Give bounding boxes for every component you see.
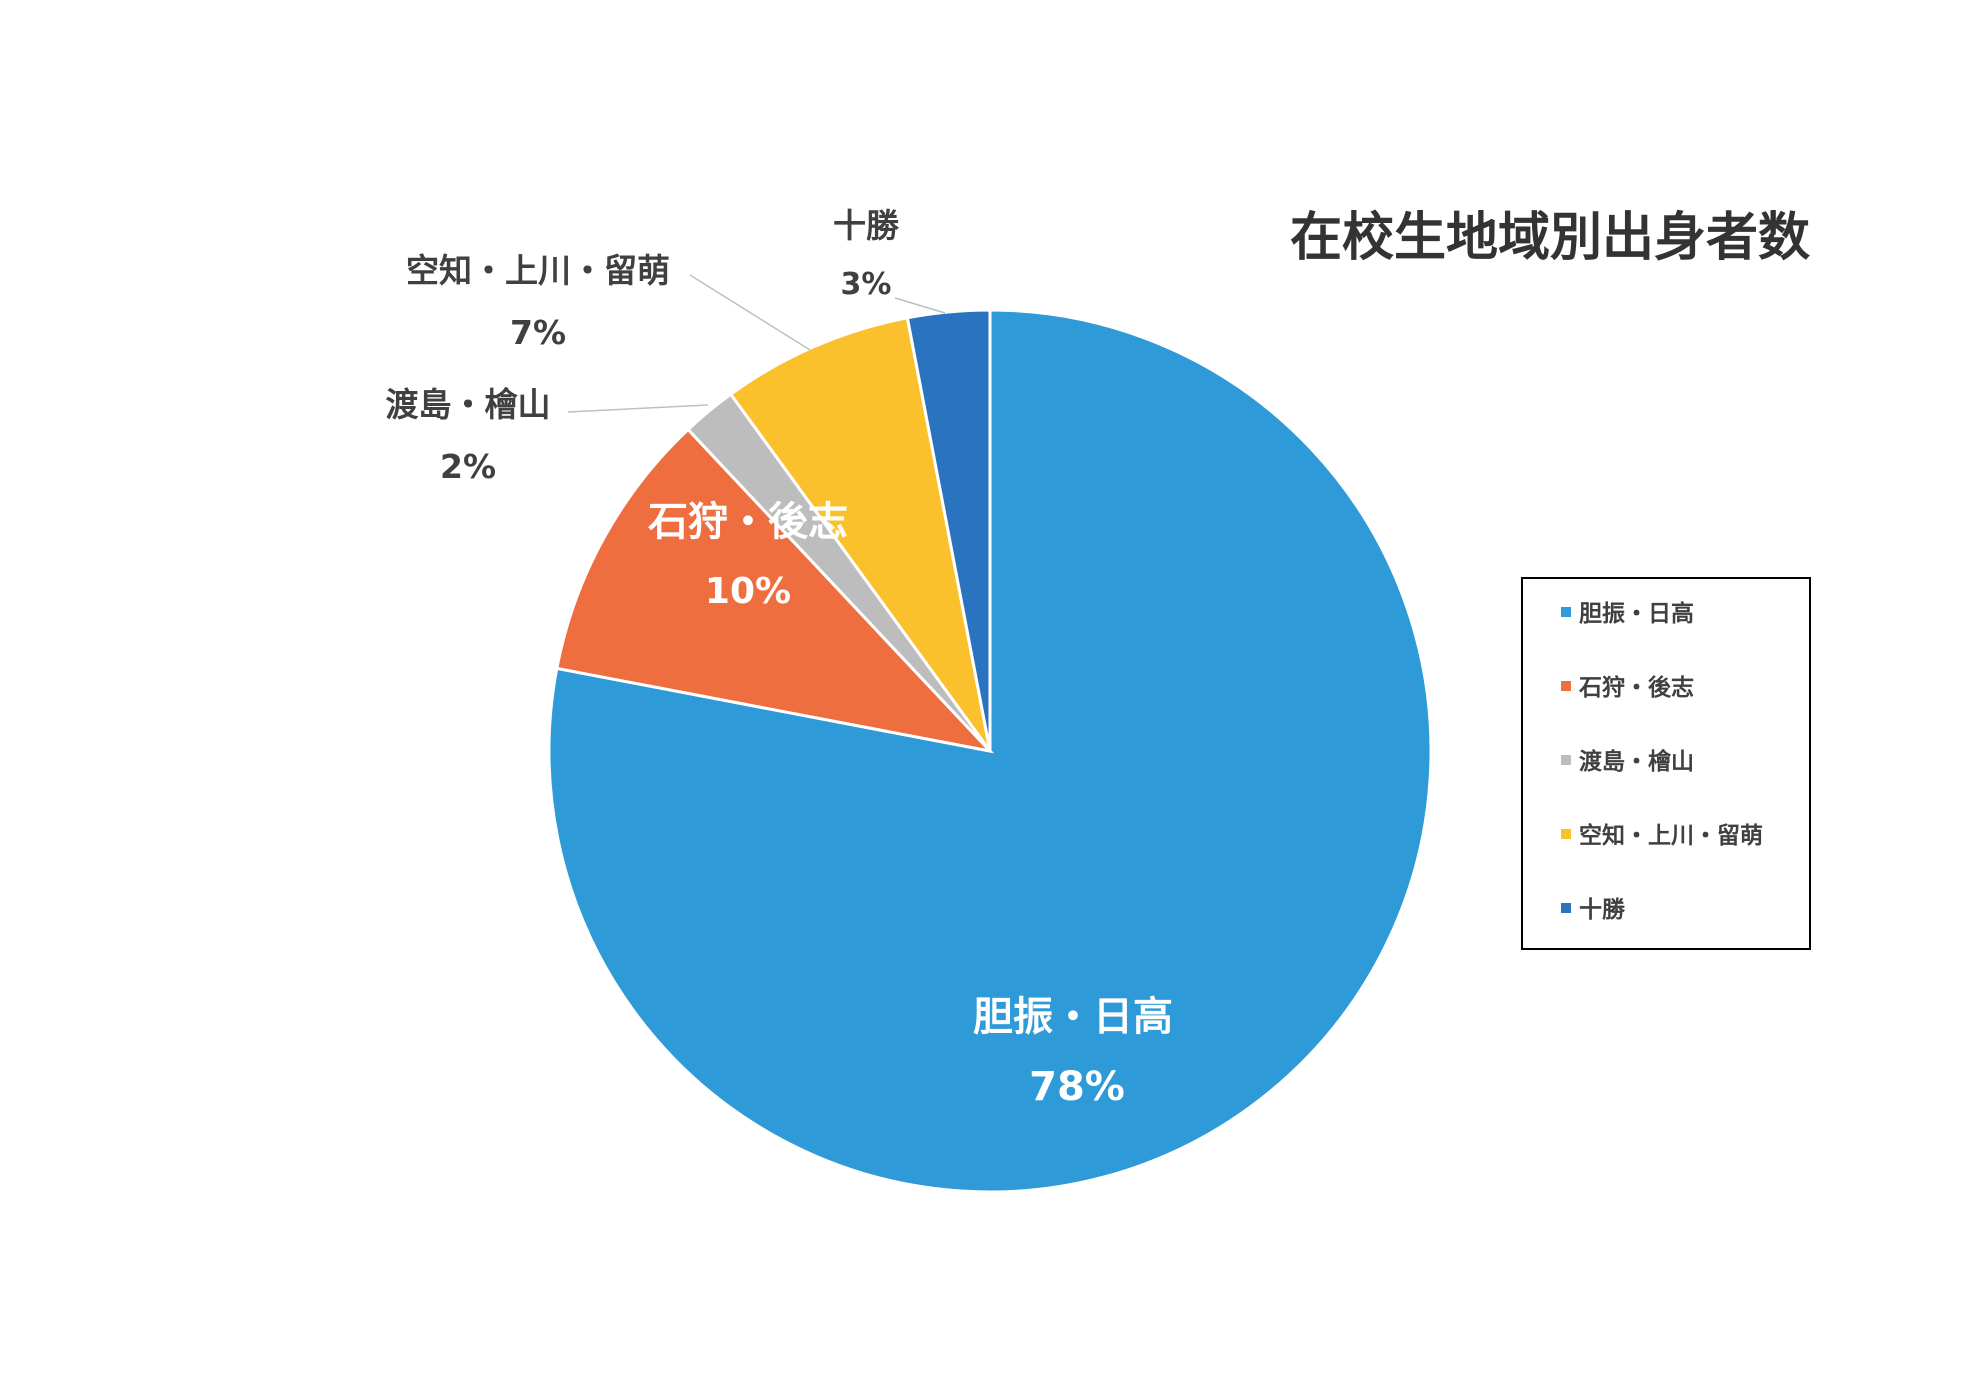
chart-title: 在校生地域別出身者数 (1290, 208, 1810, 268)
legend-item: 空知・上川・留萌 (1561, 822, 1763, 849)
slice-labels: 胆振・日高 78% 石狩・後志 10% 渡島・檜山 2% 空知・上川・留萌 7%… (386, 206, 1174, 1110)
legend-label: 胆振・日高 (1578, 600, 1694, 627)
slice-label-iburi-name: 胆振・日高 (973, 994, 1173, 1040)
slice-iburi-hidaka (547, 308, 1433, 1194)
slice-label-ishikari-name: 石狩・後志 (648, 499, 848, 545)
slice-label-tokachi-name: 十勝 (833, 206, 900, 245)
slice-label-ishikari-pct: 10% (705, 571, 791, 612)
slice-ishikari-shiribeshi (555, 427, 995, 754)
legend-swatch (1561, 681, 1571, 691)
legend-swatch (1561, 755, 1571, 765)
slice-tokachi (905, 308, 992, 752)
slice-label-oshima-pct: 2% (440, 447, 496, 486)
legend-item: 渡島・檜山 (1561, 748, 1694, 775)
legend: 胆振・日高 石狩・後志 渡島・檜山 空知・上川・留萌 十勝 (1521, 577, 1811, 950)
slice-sorachi-kamikawa-rumoi (728, 316, 992, 752)
slice-label-tokachi-pct: 3% (841, 267, 892, 302)
slice-label-oshima-name: 渡島・檜山 (386, 385, 551, 424)
legend-swatch (1561, 829, 1571, 839)
legend-item: 十勝 (1561, 896, 1626, 923)
leader-line-watari (567, 404, 709, 413)
legend-label: 空知・上川・留萌 (1579, 822, 1763, 849)
slice-label-sorachi-name: 空知・上川・留萌 (406, 251, 670, 290)
leader-lines (567, 274, 946, 413)
legend-item: 胆振・日高 (1561, 600, 1694, 627)
legend-label: 十勝 (1579, 896, 1626, 923)
legend-label: 石狩・後志 (1578, 674, 1694, 701)
legend-swatch (1561, 607, 1571, 617)
legend-label: 渡島・檜山 (1579, 748, 1694, 775)
leader-line-sorachi (689, 274, 811, 351)
pie-slices (547, 308, 1433, 1194)
legend-swatch (1561, 903, 1571, 913)
slice-label-sorachi-pct: 7% (510, 313, 566, 352)
leader-line-tokachi (894, 297, 946, 314)
slice-label-iburi-pct: 78% (1029, 1064, 1125, 1110)
legend-item: 石狩・後志 (1561, 674, 1694, 701)
